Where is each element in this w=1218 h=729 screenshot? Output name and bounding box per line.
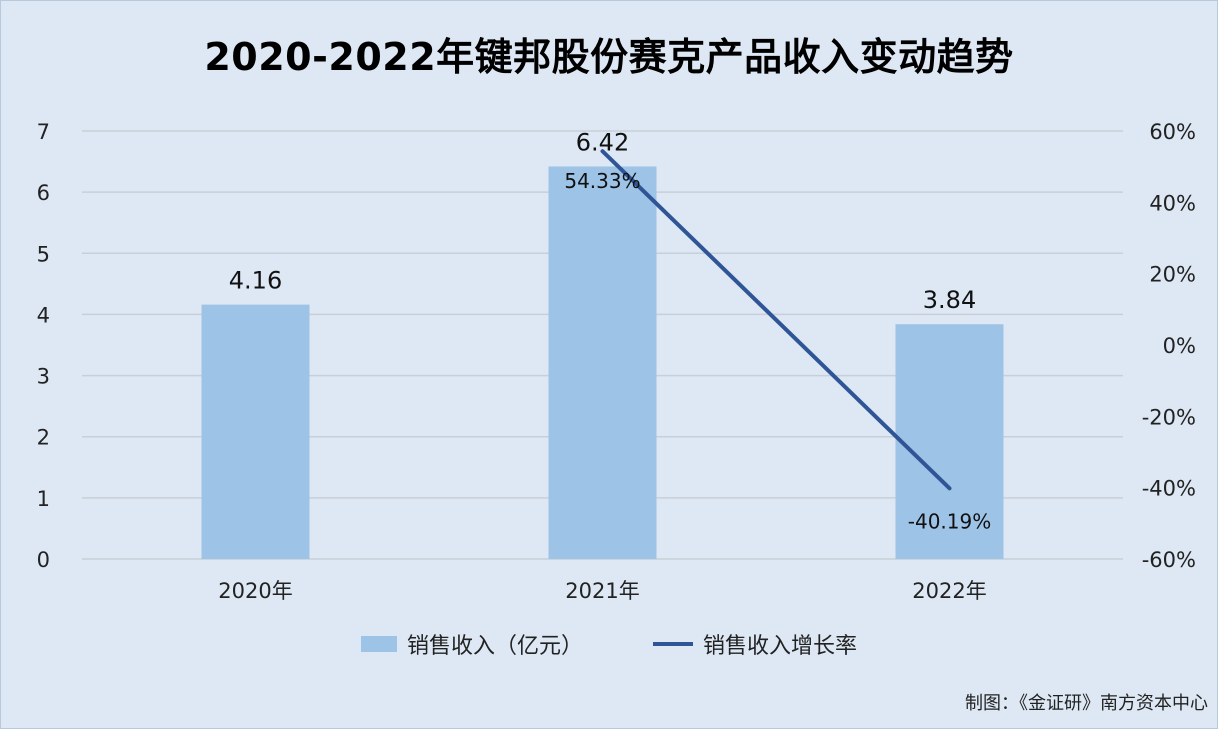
legend-item-line: 销售收入增长率 xyxy=(653,628,857,660)
chart-title: 2020-2022年键邦股份赛克产品收入变动趋势 xyxy=(204,35,1014,79)
legend: 销售收入（亿元） 销售收入增长率 xyxy=(0,628,1218,660)
source-note: 制图：《金证研》南方资本中心 xyxy=(965,693,1208,714)
y-right-tick-label: 0% xyxy=(1163,334,1196,358)
legend-label-bar: 销售收入（亿元） xyxy=(406,634,583,659)
growth-line xyxy=(600,149,952,491)
legend-item-bar: 销售收入（亿元） xyxy=(360,628,583,660)
y-right-tick-label: -40% xyxy=(1142,477,1196,501)
y-right-tick-label: 20% xyxy=(1149,263,1196,287)
y-right-tick-label: 40% xyxy=(1149,191,1196,215)
x-tick-label: 2021年 xyxy=(565,579,639,603)
y-left-tick-label: 1 xyxy=(37,487,50,511)
bar-value-label: 3.84 xyxy=(923,286,976,314)
y-left-tick-label: 0 xyxy=(37,548,50,572)
y-right-tick-label: 60% xyxy=(1149,120,1196,144)
bar xyxy=(895,324,1004,559)
line-value-label: 54.33% xyxy=(564,169,640,193)
x-tick-label: 2020年 xyxy=(218,579,292,603)
y-left-tick-label: 2 xyxy=(37,426,50,450)
bar xyxy=(548,166,657,559)
bar-value-label: 4.16 xyxy=(229,267,282,295)
bar-value-label: 6.42 xyxy=(576,128,629,156)
x-tick-label: 2022年 xyxy=(912,579,986,603)
line-value-label: -40.19% xyxy=(908,509,991,533)
y-left-tick-label: 3 xyxy=(37,365,50,389)
legend-swatch-bar xyxy=(360,636,397,652)
legend-label-line: 销售收入增长率 xyxy=(703,634,858,659)
y-left-tick-label: 6 xyxy=(37,181,50,205)
bar xyxy=(201,304,310,559)
legend-swatch-line xyxy=(653,642,693,646)
y-right-tick-label: -20% xyxy=(1142,405,1196,429)
y-right-tick-label: -60% xyxy=(1142,548,1196,572)
y-left-tick-label: 7 xyxy=(37,120,50,144)
y-left-tick-label: 4 xyxy=(37,303,50,327)
y-left-tick-label: 5 xyxy=(37,242,50,266)
